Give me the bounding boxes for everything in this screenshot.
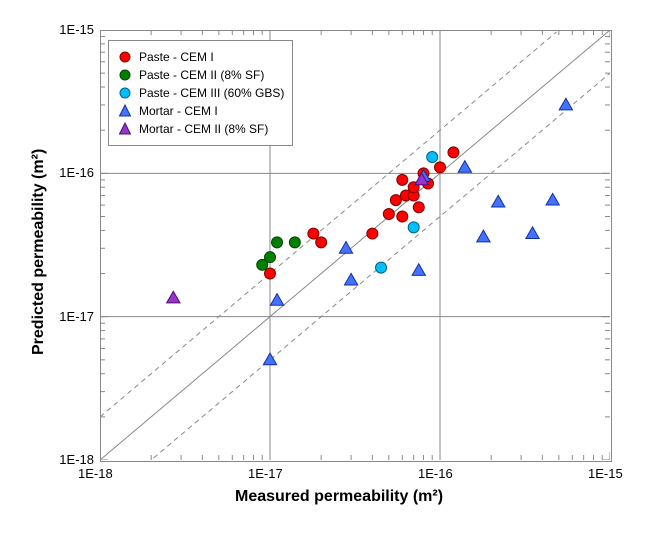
legend-label: Paste - CEM II (8% SF) [139,68,264,82]
circle-marker-icon [117,85,133,101]
triangle-marker-icon [117,103,133,119]
x-tick-label: 1E-18 [78,466,113,481]
y-tick-label: 1E-18 [44,452,94,467]
x-tick-label: 1E-15 [588,466,623,481]
legend-item: Paste - CEM I [117,49,284,65]
legend-item: Mortar - CEM II (8% SF) [117,121,284,137]
legend-label: Mortar - CEM I [139,104,218,118]
y-tick-label: 1E-17 [44,309,94,324]
y-tick-label: 1E-15 [44,22,94,37]
circle-marker-icon [117,67,133,83]
legend-item: Paste - CEM II (8% SF) [117,67,284,83]
triangle-marker-icon [117,121,133,137]
circle-marker-icon [117,49,133,65]
x-axis-title: Measured permeability (m²) [235,488,443,506]
y-tick-label: 1E-16 [44,165,94,180]
legend-label: Mortar - CEM II (8% SF) [139,122,268,136]
legend-item: Paste - CEM III (60% GBS) [117,85,284,101]
x-tick-label: 1E-17 [248,466,283,481]
legend-label: Paste - CEM III (60% GBS) [139,86,284,100]
permeability-scatter-chart: Predicted permeability (m²) Measured per… [0,0,654,550]
legend: Paste - CEM I Paste - CEM II (8% SF) Paste… [108,40,293,146]
legend-item: Mortar - CEM I [117,103,284,119]
x-tick-label: 1E-16 [418,466,453,481]
legend-label: Paste - CEM I [139,50,214,64]
